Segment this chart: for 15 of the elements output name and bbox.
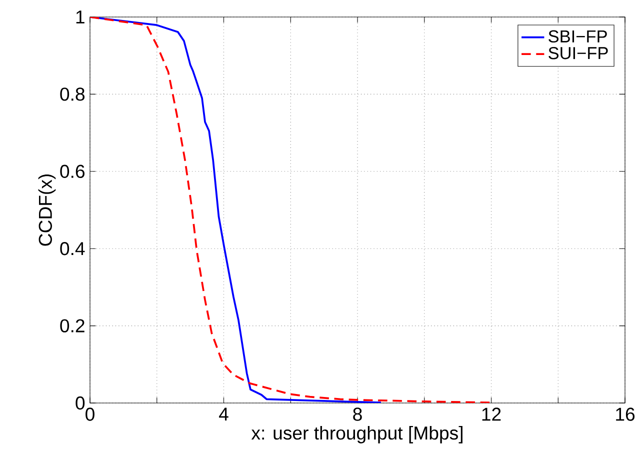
y-tick-label: 0.6 [60,164,84,178]
x-tick-label: 8 [353,408,362,421]
x-tick-label: 0 [86,408,94,421]
y-tick-label: 0 [76,396,85,410]
x-axis-title: x: user throughput [Mbps] [251,426,462,444]
y-tick-label: 0.4 [60,242,85,256]
y-tick-label: 0.8 [60,88,85,101]
y-tick-label: 1 [76,10,84,24]
y-axis-title: CCDF(x) [38,174,56,246]
legend-label: SBI−FP [548,30,607,43]
legend-label: SUI−FP [548,46,608,60]
y-tick-label: 0.2 [60,319,84,332]
x-tick-label: 12 [482,408,501,421]
x-tick-label: 4 [218,408,228,420]
x-tick-label: 16 [616,408,635,421]
